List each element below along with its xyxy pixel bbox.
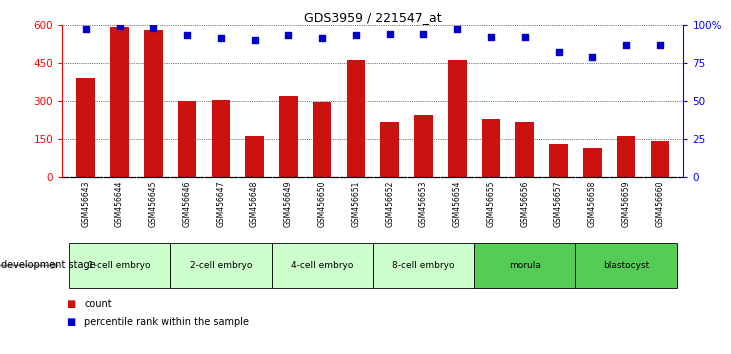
Point bbox=[148, 25, 159, 31]
Text: GSM456645: GSM456645 bbox=[149, 180, 158, 227]
Bar bbox=[346, 60, 366, 177]
Text: GSM456646: GSM456646 bbox=[183, 180, 192, 227]
Bar bbox=[144, 30, 162, 177]
Text: GSM456647: GSM456647 bbox=[216, 180, 225, 227]
Text: GSM456649: GSM456649 bbox=[284, 180, 293, 227]
Text: GSM456659: GSM456659 bbox=[621, 180, 631, 227]
Bar bbox=[515, 122, 534, 177]
Text: GSM456660: GSM456660 bbox=[656, 180, 664, 227]
Point bbox=[350, 33, 362, 38]
Point bbox=[586, 54, 598, 59]
Text: 2-cell embryo: 2-cell embryo bbox=[189, 261, 252, 270]
Text: GSM456654: GSM456654 bbox=[452, 180, 462, 227]
Text: GSM456651: GSM456651 bbox=[352, 180, 360, 227]
Point bbox=[249, 37, 260, 43]
Bar bbox=[414, 115, 433, 177]
Point bbox=[317, 36, 328, 41]
Bar bbox=[246, 136, 264, 177]
Text: GSM456648: GSM456648 bbox=[250, 180, 259, 227]
Bar bbox=[651, 142, 669, 177]
Bar bbox=[178, 101, 197, 177]
Bar bbox=[482, 119, 500, 177]
Text: development stage: development stage bbox=[1, 261, 95, 270]
Text: ■: ■ bbox=[66, 317, 75, 327]
Bar bbox=[313, 102, 331, 177]
Point bbox=[215, 36, 227, 41]
Text: GSM456653: GSM456653 bbox=[419, 180, 428, 227]
Bar bbox=[110, 27, 129, 177]
Text: GSM456657: GSM456657 bbox=[554, 180, 563, 227]
Bar bbox=[575, 243, 677, 288]
Text: blastocyst: blastocyst bbox=[603, 261, 649, 270]
Point bbox=[654, 42, 666, 47]
Bar bbox=[373, 243, 474, 288]
Point bbox=[620, 42, 632, 47]
Text: GSM456650: GSM456650 bbox=[318, 180, 327, 227]
Text: morula: morula bbox=[509, 261, 541, 270]
Bar bbox=[583, 148, 602, 177]
Title: GDS3959 / 221547_at: GDS3959 / 221547_at bbox=[304, 11, 442, 24]
Bar bbox=[211, 99, 230, 177]
Text: ■: ■ bbox=[66, 299, 75, 309]
Bar bbox=[271, 243, 373, 288]
Text: 8-cell embryo: 8-cell embryo bbox=[393, 261, 455, 270]
Point bbox=[283, 33, 295, 38]
Point bbox=[114, 23, 126, 29]
Bar bbox=[474, 243, 575, 288]
Text: GSM456652: GSM456652 bbox=[385, 180, 394, 227]
Bar bbox=[617, 136, 635, 177]
Point bbox=[519, 34, 531, 40]
Point bbox=[181, 33, 193, 38]
Point bbox=[384, 31, 395, 37]
Point bbox=[485, 34, 497, 40]
Bar bbox=[77, 78, 95, 177]
Text: count: count bbox=[84, 299, 112, 309]
Text: GSM456656: GSM456656 bbox=[520, 180, 529, 227]
Text: GSM456644: GSM456644 bbox=[115, 180, 124, 227]
Bar bbox=[279, 96, 298, 177]
Point bbox=[417, 31, 429, 37]
Bar bbox=[549, 144, 568, 177]
Bar bbox=[448, 60, 466, 177]
Point bbox=[80, 27, 91, 32]
Point bbox=[451, 27, 463, 32]
Text: percentile rank within the sample: percentile rank within the sample bbox=[84, 317, 249, 327]
Text: GSM456655: GSM456655 bbox=[487, 180, 496, 227]
Text: 1-cell embryo: 1-cell embryo bbox=[88, 261, 151, 270]
Text: GSM456643: GSM456643 bbox=[81, 180, 90, 227]
Bar bbox=[170, 243, 271, 288]
Text: GSM456658: GSM456658 bbox=[588, 180, 596, 227]
Bar bbox=[69, 243, 170, 288]
Bar bbox=[380, 122, 399, 177]
Point bbox=[553, 49, 564, 55]
Text: 4-cell embryo: 4-cell embryo bbox=[291, 261, 353, 270]
